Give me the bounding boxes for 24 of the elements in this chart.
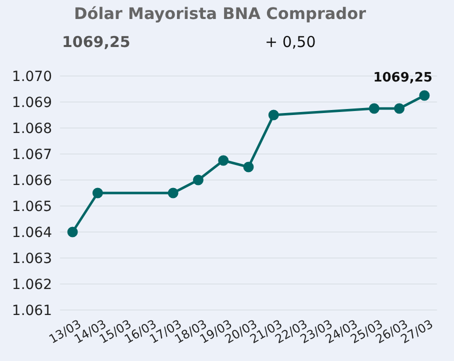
y-tick-label: 1.065: [12, 198, 52, 215]
chart-title: Dólar Mayorista BNA Comprador: [74, 4, 366, 23]
point: [218, 155, 229, 166]
y-tick-label: 1.062: [12, 276, 52, 293]
chart-subtitle: 1069,25: [62, 33, 130, 51]
y-tick-label: 1.068: [12, 120, 52, 137]
point: [168, 188, 178, 198]
point: [67, 226, 78, 238]
y-tick-label: 1.061: [12, 302, 52, 319]
y-tick-label: 1.069: [12, 94, 52, 111]
y-tick-label: 1.067: [12, 146, 52, 163]
data-label: 1069,25: [373, 70, 432, 86]
point: [192, 174, 204, 186]
text: + 0,50: [265, 33, 316, 51]
point: [368, 103, 380, 114]
point: [419, 90, 430, 101]
point: [268, 110, 279, 120]
point: [243, 162, 254, 172]
point: [92, 188, 103, 198]
y-tick-label: 1.066: [12, 172, 52, 189]
y-tick-label: 1.063: [12, 250, 52, 267]
y-tick-label: 1.064: [12, 224, 52, 241]
point: [394, 103, 405, 114]
y-tick-label: 1.070: [12, 68, 52, 85]
